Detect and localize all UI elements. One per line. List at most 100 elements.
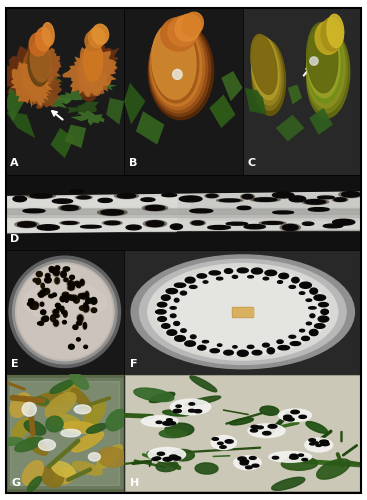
Ellipse shape bbox=[170, 314, 176, 318]
Ellipse shape bbox=[272, 456, 279, 459]
Ellipse shape bbox=[58, 205, 81, 211]
Polygon shape bbox=[276, 114, 304, 141]
Ellipse shape bbox=[334, 198, 346, 202]
Ellipse shape bbox=[307, 22, 338, 93]
Ellipse shape bbox=[174, 322, 179, 326]
Ellipse shape bbox=[284, 418, 291, 420]
Ellipse shape bbox=[74, 405, 91, 414]
Ellipse shape bbox=[218, 442, 223, 444]
Ellipse shape bbox=[273, 211, 294, 214]
Ellipse shape bbox=[179, 196, 202, 202]
Ellipse shape bbox=[23, 48, 47, 94]
Ellipse shape bbox=[321, 18, 342, 51]
Ellipse shape bbox=[39, 322, 44, 326]
Ellipse shape bbox=[41, 284, 44, 288]
Ellipse shape bbox=[86, 298, 91, 304]
Ellipse shape bbox=[28, 42, 50, 86]
Ellipse shape bbox=[18, 222, 36, 227]
Ellipse shape bbox=[220, 446, 226, 448]
Ellipse shape bbox=[60, 296, 66, 302]
Ellipse shape bbox=[82, 304, 90, 313]
Ellipse shape bbox=[249, 456, 256, 460]
Ellipse shape bbox=[152, 458, 159, 460]
Ellipse shape bbox=[50, 270, 52, 272]
Text: G: G bbox=[11, 478, 21, 488]
Ellipse shape bbox=[185, 277, 195, 283]
Ellipse shape bbox=[320, 440, 328, 444]
Ellipse shape bbox=[240, 460, 249, 464]
Ellipse shape bbox=[248, 276, 254, 278]
Ellipse shape bbox=[163, 410, 189, 416]
Ellipse shape bbox=[40, 302, 44, 306]
Ellipse shape bbox=[254, 198, 277, 202]
Ellipse shape bbox=[219, 199, 240, 202]
Ellipse shape bbox=[69, 190, 85, 193]
Ellipse shape bbox=[170, 224, 182, 230]
Ellipse shape bbox=[162, 194, 177, 196]
Ellipse shape bbox=[80, 279, 85, 286]
Bar bbox=[6, 208, 361, 217]
Ellipse shape bbox=[91, 298, 97, 304]
Ellipse shape bbox=[61, 206, 78, 210]
Ellipse shape bbox=[33, 278, 38, 282]
Ellipse shape bbox=[51, 316, 55, 320]
Ellipse shape bbox=[98, 198, 112, 202]
Text: E: E bbox=[11, 358, 19, 368]
Text: F: F bbox=[130, 358, 138, 368]
Ellipse shape bbox=[182, 12, 203, 36]
Ellipse shape bbox=[316, 444, 321, 446]
Ellipse shape bbox=[63, 278, 69, 282]
Ellipse shape bbox=[190, 335, 196, 338]
Ellipse shape bbox=[306, 422, 327, 433]
Ellipse shape bbox=[265, 270, 277, 276]
Ellipse shape bbox=[83, 400, 105, 428]
Ellipse shape bbox=[262, 343, 269, 347]
Ellipse shape bbox=[189, 410, 195, 412]
Ellipse shape bbox=[302, 336, 309, 340]
Ellipse shape bbox=[72, 432, 104, 452]
Ellipse shape bbox=[238, 457, 246, 460]
Ellipse shape bbox=[53, 268, 57, 274]
Ellipse shape bbox=[252, 40, 286, 116]
Ellipse shape bbox=[98, 210, 127, 216]
Text: C: C bbox=[247, 158, 255, 168]
Polygon shape bbox=[84, 77, 117, 92]
Ellipse shape bbox=[217, 344, 222, 346]
Ellipse shape bbox=[72, 298, 76, 301]
Ellipse shape bbox=[18, 52, 45, 103]
Ellipse shape bbox=[49, 294, 54, 298]
Ellipse shape bbox=[28, 476, 41, 492]
Ellipse shape bbox=[268, 424, 277, 428]
Ellipse shape bbox=[41, 316, 47, 322]
Ellipse shape bbox=[10, 393, 31, 417]
Ellipse shape bbox=[23, 284, 106, 321]
Ellipse shape bbox=[305, 438, 333, 452]
Ellipse shape bbox=[39, 440, 55, 450]
Ellipse shape bbox=[42, 22, 54, 46]
Ellipse shape bbox=[40, 290, 47, 296]
Ellipse shape bbox=[217, 199, 243, 202]
Ellipse shape bbox=[175, 336, 185, 342]
Polygon shape bbox=[70, 110, 105, 126]
Ellipse shape bbox=[29, 298, 34, 302]
Ellipse shape bbox=[73, 325, 78, 330]
Ellipse shape bbox=[173, 410, 181, 412]
Ellipse shape bbox=[226, 222, 248, 225]
Ellipse shape bbox=[63, 422, 98, 434]
Ellipse shape bbox=[134, 388, 174, 402]
Ellipse shape bbox=[55, 278, 59, 283]
Ellipse shape bbox=[57, 306, 60, 310]
Ellipse shape bbox=[251, 268, 262, 274]
Ellipse shape bbox=[203, 340, 208, 343]
Ellipse shape bbox=[157, 452, 164, 456]
Ellipse shape bbox=[251, 36, 279, 100]
Ellipse shape bbox=[139, 260, 346, 364]
Polygon shape bbox=[124, 83, 145, 124]
Ellipse shape bbox=[230, 418, 253, 425]
Ellipse shape bbox=[197, 274, 207, 278]
Ellipse shape bbox=[242, 194, 253, 199]
Ellipse shape bbox=[53, 320, 59, 327]
Ellipse shape bbox=[51, 315, 55, 322]
Ellipse shape bbox=[251, 426, 258, 428]
Ellipse shape bbox=[163, 458, 172, 461]
